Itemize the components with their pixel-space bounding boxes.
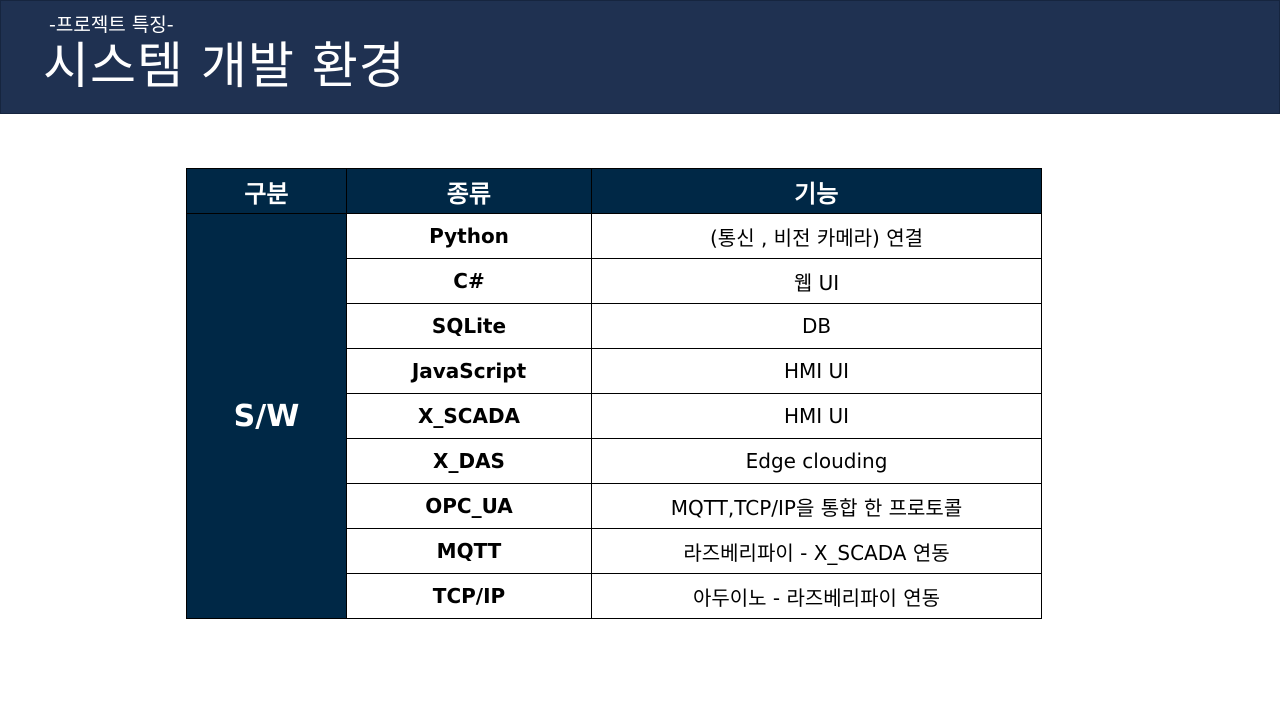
type-cell: MQTT xyxy=(346,528,592,574)
dev-environment-table: 구분 종류 기능 S/W Python (통신 , 비전 카메라) 연결 C# … xyxy=(186,168,1042,619)
category-cell: S/W xyxy=(186,213,347,619)
function-cell: (통신 , 비전 카메라) 연결 xyxy=(591,213,1042,259)
column-header-function: 기능 xyxy=(591,168,1042,214)
function-cell: MQTT,TCP/IP을 통합 한 프로토콜 xyxy=(591,483,1042,529)
function-cell: 라즈베리파이 - X_SCADA 연동 xyxy=(591,528,1042,574)
table-row: OPC_UA MQTT,TCP/IP을 통합 한 프로토콜 xyxy=(187,483,1042,529)
function-cell: 아두이노 - 라즈베리파이 연동 xyxy=(591,573,1042,619)
function-cell: DB xyxy=(591,303,1042,349)
table-row: JavaScript HMI UI xyxy=(187,348,1042,394)
table-header-row: 구분 종류 기능 xyxy=(186,168,1042,214)
table-row: TCP/IP 아두이노 - 라즈베리파이 연동 xyxy=(187,573,1042,619)
column-header-type: 종류 xyxy=(346,168,592,214)
type-cell: SQLite xyxy=(346,303,592,349)
function-cell: HMI UI xyxy=(591,348,1042,394)
type-cell: OPC_UA xyxy=(346,483,592,529)
slide-title: 시스템 개발 환경 xyxy=(43,37,406,95)
table-row: S/W Python (통신 , 비전 카메라) 연결 xyxy=(186,213,1042,619)
table-row: MQTT 라즈베리파이 - X_SCADA 연동 xyxy=(187,528,1042,574)
type-cell: TCP/IP xyxy=(346,573,592,619)
type-cell: JavaScript xyxy=(346,348,592,394)
type-cell: X_SCADA xyxy=(346,393,592,439)
slide-header: -프로젝트 특징- 시스템 개발 환경 xyxy=(0,0,1280,114)
type-cell: Python xyxy=(346,213,592,259)
table-row: X_DAS Edge clouding xyxy=(187,438,1042,484)
function-cell: HMI UI xyxy=(591,393,1042,439)
type-cell: C# xyxy=(346,258,592,304)
column-header-category: 구분 xyxy=(186,168,347,214)
function-cell: Edge clouding xyxy=(591,438,1042,484)
function-cell: 웹 UI xyxy=(591,258,1042,304)
slide-subtitle: -프로젝트 특징- xyxy=(49,14,174,36)
type-cell: X_DAS xyxy=(346,438,592,484)
table-row: C# 웹 UI xyxy=(187,258,1042,304)
